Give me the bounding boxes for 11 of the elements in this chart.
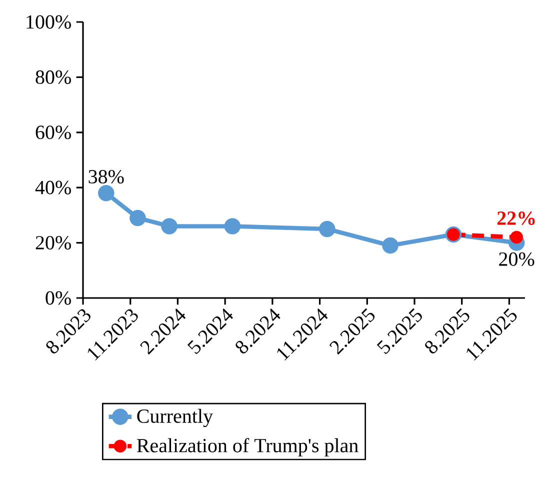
legend-label: Realization of Trump's plan	[136, 438, 358, 456]
y-tick-label: 80%	[36, 70, 71, 84]
y-tick-label: 60%	[36, 126, 71, 140]
y-tick-label: 0%	[46, 291, 71, 305]
y-tick-label: 100%	[26, 15, 71, 29]
y-tick-label: 20%	[36, 236, 71, 250]
data-label: 38%	[88, 170, 124, 184]
data-label: 22%	[497, 211, 535, 226]
data-label: 20%	[499, 252, 534, 266]
legend-label: Currently	[137, 408, 213, 428]
y-tick-label: 40%	[35, 180, 71, 194]
